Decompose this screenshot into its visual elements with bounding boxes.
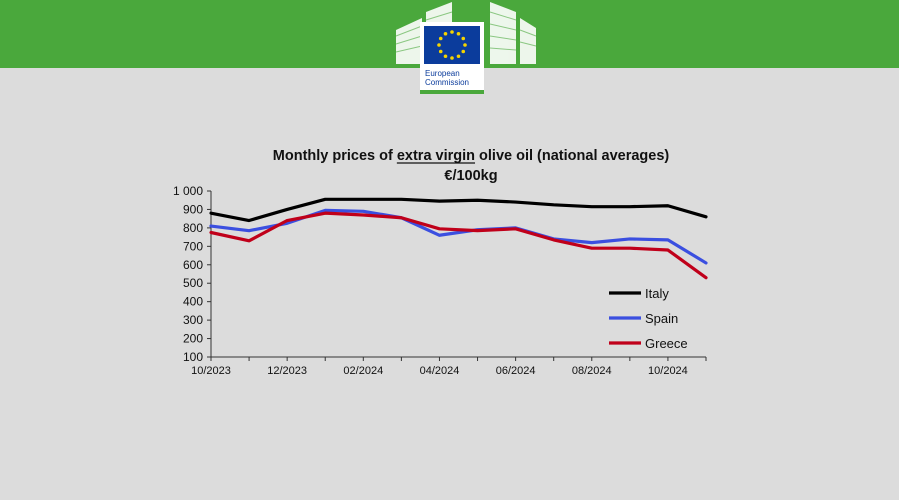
legend-label-greece: Greece bbox=[645, 336, 688, 351]
european-commission-logo: European Commission bbox=[392, 0, 538, 94]
y-tick-label: 200 bbox=[183, 332, 203, 346]
eu-stars-icon bbox=[437, 30, 467, 60]
chart-title: Monthly prices of extra virgin olive oil… bbox=[273, 148, 670, 164]
series-line-greece bbox=[209, 211, 708, 280]
x-tick-label: 08/2024 bbox=[572, 365, 612, 377]
y-tick-label: 100 bbox=[183, 350, 203, 364]
y-axis-ticks: 100 200 300 400 500 600 700 800 900 1 000 bbox=[173, 184, 211, 364]
legend-label-italy: Italy bbox=[645, 286, 669, 301]
x-tick-label: 10/2024 bbox=[648, 365, 688, 377]
legend: Italy Spain Greece bbox=[609, 286, 688, 351]
y-tick-label: 600 bbox=[183, 258, 203, 272]
y-tick-label: 800 bbox=[183, 221, 203, 235]
x-tick-label: 02/2024 bbox=[343, 365, 383, 377]
series-line-italy bbox=[209, 197, 708, 223]
legend-label-spain: Spain bbox=[645, 311, 678, 326]
y-tick-label: 700 bbox=[183, 239, 203, 253]
x-tick-label: 04/2024 bbox=[420, 365, 460, 377]
logo-text-line1: European bbox=[425, 69, 460, 78]
y-tick-label: 400 bbox=[183, 295, 203, 309]
x-axis-ticks: 10/2023 12/2023 02/2024 04/2024 06/2024 08/20… bbox=[191, 357, 707, 377]
x-tick-label: 06/2024 bbox=[496, 365, 536, 377]
logo-green-underline bbox=[420, 90, 484, 94]
x-tick-label: 10/2023 bbox=[191, 365, 231, 377]
logo-text-line2: Commission bbox=[425, 78, 469, 87]
y-tick-label: 300 bbox=[183, 313, 203, 327]
x-tick-label: 12/2023 bbox=[267, 365, 307, 377]
y-tick-label: 500 bbox=[183, 276, 203, 290]
chart-subtitle: €/100kg bbox=[444, 168, 497, 184]
series-line-spain bbox=[209, 208, 708, 265]
y-tick-label: 1 000 bbox=[173, 184, 203, 198]
series-lines bbox=[209, 197, 708, 280]
chart-axes bbox=[210, 191, 706, 358]
y-tick-label: 900 bbox=[183, 202, 203, 216]
